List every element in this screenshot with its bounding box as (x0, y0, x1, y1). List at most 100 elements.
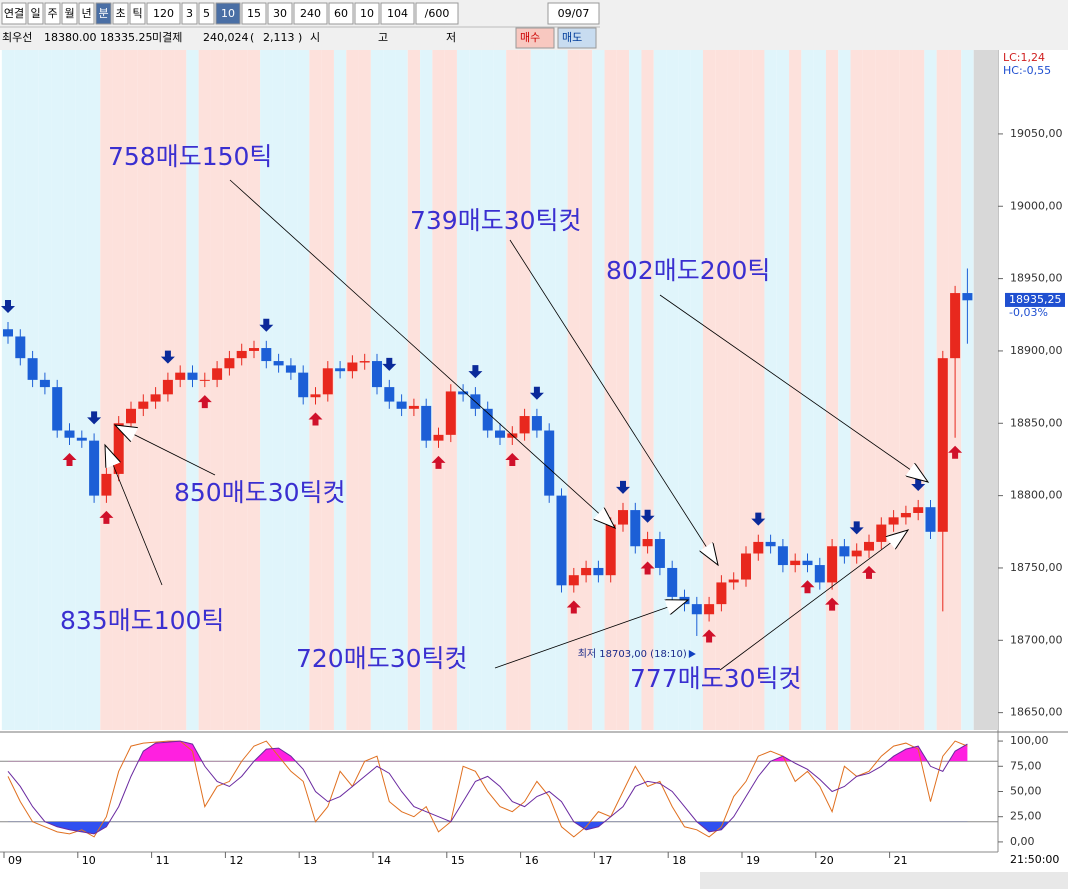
toolbar-button[interactable] (1, 2, 27, 25)
candle-body (568, 575, 579, 586)
trend-band (333, 50, 347, 730)
annotation-arrow (229, 179, 615, 528)
toolbar-button[interactable] (181, 2, 198, 25)
order-button[interactable] (557, 27, 597, 49)
trend-band (395, 50, 408, 730)
trend-band (813, 50, 826, 730)
y-tick-label: 19050,00 (1010, 127, 1063, 140)
trend-band (493, 50, 507, 730)
toolbar-button[interactable] (61, 2, 78, 25)
toolbar-button[interactable] (215, 2, 241, 25)
buy-signal (702, 629, 717, 643)
indicator: LC:1,24 (1003, 51, 1045, 64)
trend-band (272, 50, 285, 730)
candle-body (39, 379, 50, 388)
trend-band (420, 50, 433, 730)
x-tick-label: 21 (894, 854, 908, 867)
sell-signal (160, 350, 175, 364)
toolbar-label: 60 (334, 7, 348, 20)
low-pointer (688, 649, 696, 658)
candle-body (654, 539, 665, 568)
toolbar-button[interactable] (328, 2, 354, 25)
candle-body (679, 596, 690, 605)
trend-band (63, 50, 76, 730)
sell-signal (1, 300, 15, 313)
trend-band (407, 50, 421, 730)
quote-field: 저 (446, 31, 456, 44)
buy-signal (948, 445, 963, 459)
toolbar-button[interactable] (129, 2, 146, 25)
toolbar-button[interactable] (44, 2, 61, 25)
sell-signal (382, 357, 397, 371)
scroll-bar[interactable] (700, 872, 1068, 889)
toolbar-button[interactable] (354, 2, 380, 25)
toolbar-button[interactable] (198, 2, 215, 25)
candle-body (433, 434, 444, 441)
buy-signal (308, 412, 323, 426)
trend-band (26, 50, 39, 730)
toolbar-button[interactable] (78, 2, 95, 25)
y-tick-label: 18750,00 (1010, 561, 1063, 574)
candle-body (273, 361, 284, 366)
candle-body (827, 546, 838, 583)
trend-band (137, 50, 150, 730)
trend-band (223, 50, 236, 730)
toolbar-button[interactable] (267, 2, 293, 25)
y-tick-label: 18950,00 (1010, 272, 1063, 285)
annotation-arrow (509, 239, 718, 565)
trend-band (432, 50, 445, 730)
candle-body (372, 361, 382, 388)
toolbar-button[interactable] (146, 2, 181, 25)
y-tick-label: 18650,00 (1010, 706, 1063, 719)
x-tick-label: 14 (377, 854, 391, 867)
candle-body (126, 408, 136, 424)
toolbar-label: /600 (425, 7, 450, 20)
y-tick-label: 18700,00 (1010, 633, 1063, 646)
toolbar-label: 120 (153, 7, 174, 20)
candle-body (913, 507, 924, 513)
y-tick-label: 18900,00 (1010, 344, 1063, 357)
y-tick-label: 18800,00 (1010, 489, 1063, 502)
candle-body (950, 293, 961, 359)
toolbar-button[interactable] (112, 2, 129, 25)
candle-body (667, 567, 678, 597)
trend-band (87, 50, 101, 730)
y-tick-label: 75,00 (1010, 759, 1042, 772)
toolbar-button[interactable] (27, 2, 44, 25)
last-price-box (1005, 292, 1065, 307)
toolbar-label: 5 (203, 7, 210, 20)
toolbar-button[interactable] (241, 2, 267, 25)
annotation: 777매도30틱컷 (630, 664, 802, 693)
candle-body (925, 507, 936, 532)
candle-body (212, 368, 223, 380)
candle-body (581, 567, 592, 576)
toolbar-button[interactable] (380, 2, 415, 25)
toolbar-button[interactable] (293, 2, 328, 25)
quote-field: 18335.25 (100, 31, 153, 44)
y-tick-label: 19000,00 (1010, 199, 1063, 212)
candle-body (89, 440, 100, 496)
trend-band (850, 50, 863, 730)
toolbar-button[interactable] (415, 2, 459, 25)
toolbar-button[interactable] (95, 2, 112, 25)
sell-signal (259, 318, 274, 332)
candle-body (175, 372, 186, 380)
trend-band (260, 50, 273, 730)
sell-signal (751, 512, 766, 526)
trend-band (641, 50, 654, 730)
sell-signal (911, 477, 926, 491)
buy-signal (566, 600, 581, 614)
trend-band (912, 50, 925, 730)
toolbar-button[interactable] (547, 2, 600, 25)
y-tick-label: 25,00 (1010, 810, 1042, 823)
candle-body (753, 541, 764, 554)
annotation: 758매도150틱 (108, 142, 272, 171)
annotation: 720매도30틱컷 (296, 644, 468, 673)
trend-band (961, 50, 974, 730)
order-button[interactable] (515, 27, 555, 49)
x-tick-label: 10 (82, 854, 96, 867)
trend-band (247, 50, 261, 730)
candle-body (187, 372, 198, 380)
trend-band (358, 50, 371, 730)
